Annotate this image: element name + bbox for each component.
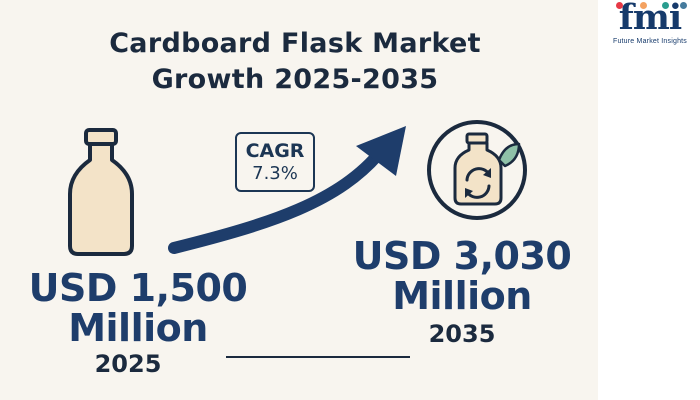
logo-tagline: Future Market Insights <box>612 38 688 45</box>
start-market-value: USD 1,500 Million <box>18 268 258 348</box>
bottle-icon <box>68 128 134 256</box>
recyclable-flask-icon <box>427 120 527 220</box>
divider-line <box>226 356 410 358</box>
logo-wordmark: fmi <box>618 0 682 38</box>
fmi-logo: fmi Future Market Insights <box>602 0 698 52</box>
start-value-unit: Million <box>68 306 208 350</box>
start-value-amount: USD 1,500 <box>28 266 248 310</box>
cagr-label: CAGR <box>245 140 305 162</box>
end-value-unit: Million <box>392 274 532 318</box>
growth-arrow <box>168 126 406 254</box>
title-line-2: Growth 2025-2035 <box>151 64 439 95</box>
cagr-value: 7.3% <box>252 163 298 184</box>
page-title: Cardboard Flask Market Growth 2025-2035 <box>60 26 530 98</box>
title-line-1: Cardboard Flask Market <box>109 28 481 59</box>
logo-dot-orange <box>640 2 647 9</box>
cagr-badge: CAGR 7.3% <box>235 132 315 192</box>
infographic-panel: Cardboard Flask Market Growth 2025-2035 … <box>0 0 598 400</box>
end-market-value: USD 3,030 Million <box>342 236 582 316</box>
end-value-amount: USD 3,030 <box>352 234 572 278</box>
start-year: 2025 <box>94 350 162 378</box>
logo-dot-blue <box>680 2 687 9</box>
logo-dot-teal <box>662 2 669 9</box>
end-year: 2035 <box>428 320 496 348</box>
logo-dot-red <box>616 2 623 9</box>
